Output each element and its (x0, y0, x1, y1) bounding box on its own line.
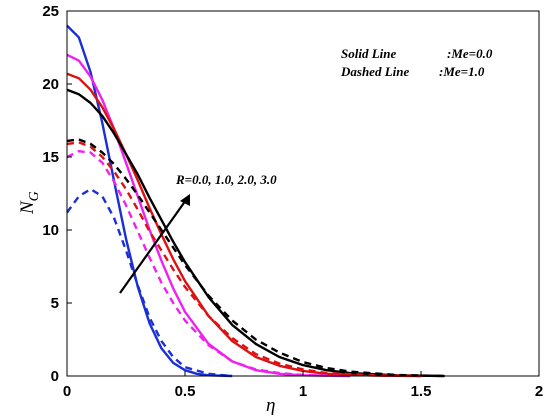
y-axis-label: NG (17, 191, 42, 215)
y-tick-label: 15 (42, 149, 59, 166)
y-axis-label-subscript: G (27, 191, 42, 201)
legend-dashed-value: :Me=1.0 (439, 64, 485, 79)
x-tick-label: 0.5 (175, 383, 196, 400)
series-line-dashed-r-3-0 (66, 138, 445, 378)
series-line-solid-r-3-0 (66, 88, 445, 378)
series-line-dashed-r-1-0 (66, 150, 351, 378)
x-tick-label: 2 (535, 383, 543, 400)
r-increase-arrow (119, 194, 190, 294)
x-tick-label: 0 (63, 383, 71, 400)
legend-solid-label: Solid Line (341, 46, 396, 61)
series-line-solid-r-2-0 (66, 72, 422, 378)
legend-solid-value: :Me=0.0 (447, 46, 493, 61)
x-tick-label: 1 (299, 383, 307, 400)
y-axis-label-main: N (17, 200, 38, 215)
svg-text:NG: NG (17, 191, 42, 215)
legend-dashed-label: Dashed Line (340, 64, 409, 79)
x-tick-label: 1.5 (411, 383, 432, 400)
r-annotation: R=0.0, 1.0, 2.0, 3.0 (175, 172, 277, 187)
series-layer (66, 24, 445, 378)
y-tick-label: 0 (51, 368, 59, 385)
y-tick-label: 10 (42, 222, 59, 239)
x-axis-label: η (266, 395, 275, 416)
y-tick-label: 5 (51, 295, 59, 312)
y-tick-label: 20 (42, 76, 59, 93)
y-tick-label: 25 (42, 3, 59, 20)
series-line-dashed-r-2-0 (66, 141, 422, 378)
